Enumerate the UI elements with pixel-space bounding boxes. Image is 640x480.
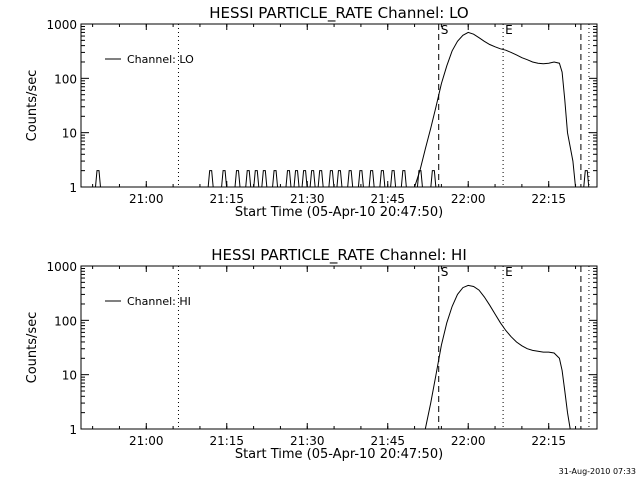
x-tick-label: 21:00 bbox=[129, 192, 164, 206]
plot-frame bbox=[80, 265, 598, 430]
spike-mark bbox=[430, 170, 437, 188]
y-tick-label: 10 bbox=[62, 127, 77, 141]
spike-mark bbox=[245, 170, 252, 188]
marker-label-s: S bbox=[441, 265, 449, 279]
x-tick-label: 21:30 bbox=[290, 192, 325, 206]
spike-mark bbox=[317, 170, 324, 188]
spike-mark bbox=[400, 170, 407, 188]
y-tick-label: 1 bbox=[69, 181, 77, 195]
spike-mark bbox=[94, 170, 101, 188]
spike-mark bbox=[301, 170, 308, 188]
spike-mark bbox=[379, 170, 386, 188]
x-tick-label: 21:30 bbox=[290, 434, 325, 448]
marker-label-e: E bbox=[505, 23, 513, 37]
x-tick-label: 22:00 bbox=[451, 434, 486, 448]
y-tick-label: 1 bbox=[69, 423, 77, 437]
spike-mark bbox=[416, 170, 423, 188]
spike-mark bbox=[207, 170, 214, 188]
spike-mark bbox=[221, 170, 228, 188]
spike-mark bbox=[347, 170, 354, 188]
spike-mark bbox=[234, 170, 241, 188]
spike-mark bbox=[285, 170, 292, 188]
spike-mark bbox=[272, 170, 279, 188]
y-axis-label: Counts/sec bbox=[25, 70, 40, 142]
x-tick-label: 21:00 bbox=[129, 434, 164, 448]
chart-panel-1: HESSI PARTICLE_RATE Channel: HI 21:00 21:1… bbox=[25, 246, 598, 462]
series-line bbox=[424, 284, 571, 430]
footer-timestamp: 31-Aug-2010 07:33 bbox=[559, 467, 636, 476]
spike-mark bbox=[357, 170, 364, 188]
legend-label: Channel: HI bbox=[127, 295, 191, 308]
x-tick-label: 22:15 bbox=[531, 192, 566, 206]
spike-mark bbox=[390, 170, 397, 188]
y-axis-label: Counts/sec bbox=[25, 312, 40, 384]
y-tick-label: 100 bbox=[54, 72, 77, 86]
x-tick-label: 21:15 bbox=[209, 192, 244, 206]
chart-panel-0: HESSI PARTICLE_RATE Channel: LO 21:00 21:1… bbox=[25, 4, 598, 220]
spike-mark bbox=[261, 170, 268, 188]
y-tick-label: 1000 bbox=[46, 18, 77, 32]
y-tick-label: 1000 bbox=[46, 260, 77, 274]
spike-mark bbox=[368, 170, 375, 188]
chart-title: HESSI PARTICLE_RATE Channel: HI bbox=[211, 246, 467, 265]
plot-frame bbox=[80, 23, 598, 188]
y-tick-label: 100 bbox=[54, 314, 77, 328]
x-tick-label: 22:15 bbox=[531, 434, 566, 448]
marker-label-e: E bbox=[505, 265, 513, 279]
series-line bbox=[414, 31, 576, 188]
x-tick-label: 21:45 bbox=[370, 434, 405, 448]
chart-title: HESSI PARTICLE_RATE Channel: LO bbox=[209, 4, 468, 23]
marker-label-s: S bbox=[441, 23, 449, 37]
x-tick-label: 21:45 bbox=[370, 192, 405, 206]
spike-mark bbox=[253, 170, 260, 188]
y-tick-label: 10 bbox=[62, 369, 77, 383]
spike-mark bbox=[336, 170, 343, 188]
spike-mark bbox=[309, 170, 316, 188]
x-tick-label: 21:15 bbox=[209, 434, 244, 448]
x-tick-label: 22:00 bbox=[451, 192, 486, 206]
spike-mark bbox=[328, 170, 335, 188]
legend-label: Channel: LO bbox=[127, 53, 194, 66]
spike-mark bbox=[583, 170, 590, 188]
x-axis-label: Start Time (05-Apr-10 20:47:50) bbox=[235, 205, 443, 220]
spike-mark bbox=[293, 170, 300, 188]
x-axis-label: Start Time (05-Apr-10 20:47:50) bbox=[235, 447, 443, 462]
